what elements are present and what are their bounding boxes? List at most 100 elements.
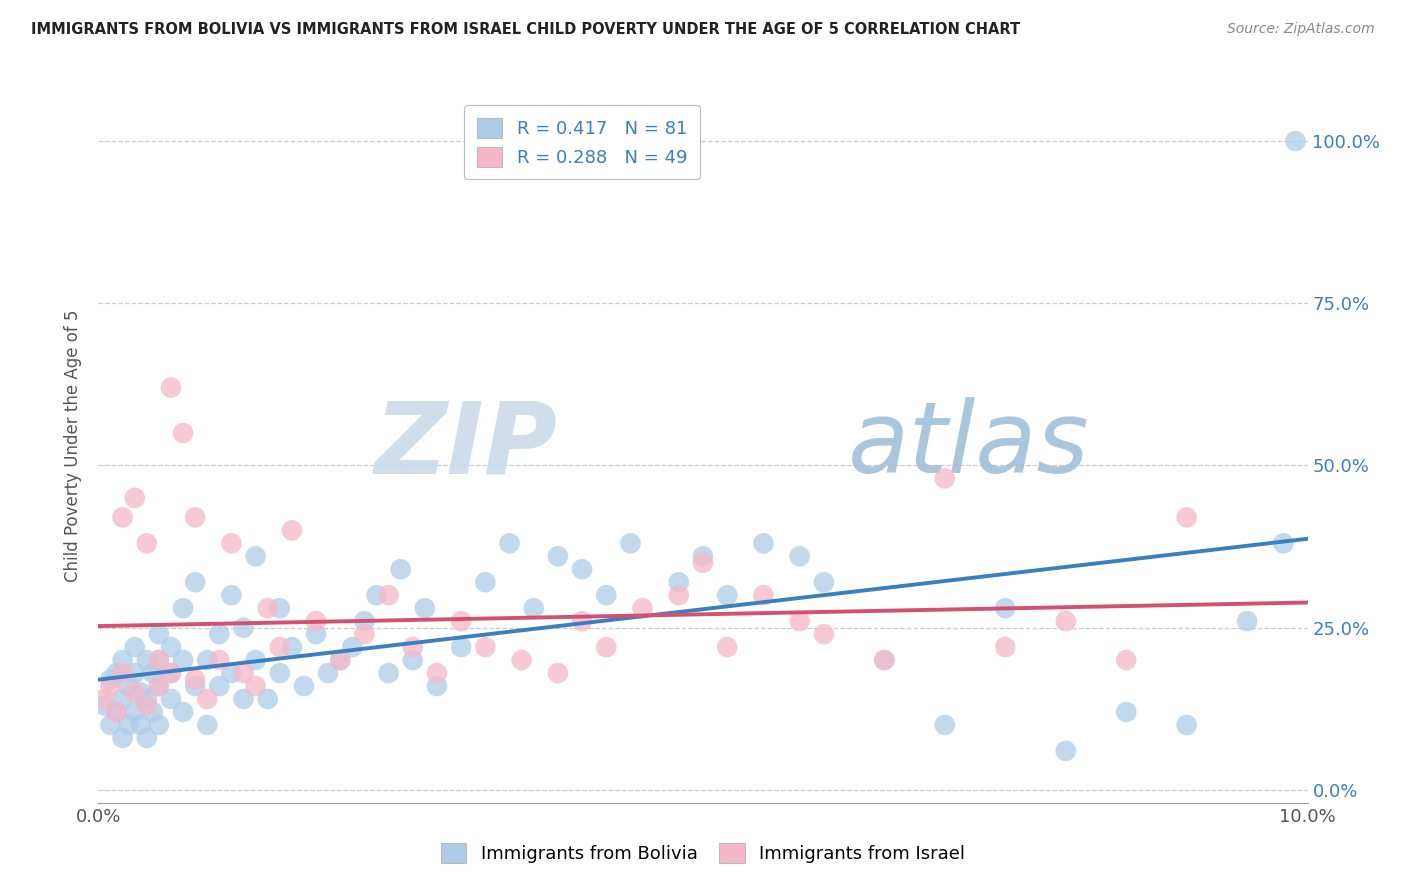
Point — [752, 588, 775, 602]
Point — [160, 666, 183, 681]
Point — [1054, 614, 1077, 628]
Point — [366, 588, 388, 602]
Point — [716, 588, 738, 602]
Point — [184, 575, 207, 590]
Point — [668, 575, 690, 590]
Text: Source: ZipAtlas.com: Source: ZipAtlas.com — [1227, 22, 1375, 37]
Point — [221, 536, 243, 550]
Point — [105, 705, 128, 719]
Point — [232, 621, 254, 635]
Point — [105, 705, 128, 719]
Point — [256, 601, 278, 615]
Point — [245, 549, 267, 564]
Point — [873, 653, 896, 667]
Point — [789, 549, 811, 564]
Point — [1284, 134, 1306, 148]
Point — [232, 666, 254, 681]
Point — [124, 640, 146, 654]
Point — [402, 653, 425, 667]
Point — [1236, 614, 1258, 628]
Point — [160, 640, 183, 654]
Point — [377, 588, 399, 602]
Point — [1115, 705, 1137, 719]
Point — [692, 556, 714, 570]
Point — [813, 627, 835, 641]
Point — [426, 679, 449, 693]
Point — [547, 549, 569, 564]
Point — [100, 679, 122, 693]
Point — [619, 536, 641, 550]
Point — [111, 510, 134, 524]
Point — [208, 653, 231, 667]
Point — [124, 685, 146, 699]
Point — [93, 698, 115, 713]
Point — [129, 685, 152, 699]
Point — [342, 640, 364, 654]
Point — [160, 692, 183, 706]
Point — [510, 653, 533, 667]
Point — [245, 679, 267, 693]
Point — [752, 536, 775, 550]
Point — [474, 575, 496, 590]
Point — [668, 588, 690, 602]
Point — [100, 673, 122, 687]
Point — [305, 614, 328, 628]
Point — [142, 666, 165, 681]
Point — [172, 653, 194, 667]
Point — [1272, 536, 1295, 550]
Point — [256, 692, 278, 706]
Point — [135, 692, 157, 706]
Text: atlas: atlas — [848, 398, 1090, 494]
Point — [135, 731, 157, 745]
Point — [269, 601, 291, 615]
Point — [595, 588, 617, 602]
Point — [571, 614, 593, 628]
Point — [547, 666, 569, 681]
Point — [221, 666, 243, 681]
Point — [129, 718, 152, 732]
Point — [934, 471, 956, 485]
Point — [631, 601, 654, 615]
Point — [111, 653, 134, 667]
Point — [353, 627, 375, 641]
Point — [716, 640, 738, 654]
Point — [148, 718, 170, 732]
Point — [571, 562, 593, 576]
Point — [160, 381, 183, 395]
Point — [111, 692, 134, 706]
Point — [245, 653, 267, 667]
Point — [305, 627, 328, 641]
Point — [100, 718, 122, 732]
Point — [389, 562, 412, 576]
Point — [402, 640, 425, 654]
Point — [135, 653, 157, 667]
Point — [873, 653, 896, 667]
Point — [118, 679, 141, 693]
Point — [111, 731, 134, 745]
Point — [195, 718, 218, 732]
Point — [195, 692, 218, 706]
Point — [450, 640, 472, 654]
Point — [135, 536, 157, 550]
Point — [93, 692, 115, 706]
Point — [208, 679, 231, 693]
Point — [148, 653, 170, 667]
Point — [269, 666, 291, 681]
Point — [316, 666, 339, 681]
Point — [292, 679, 315, 693]
Point — [124, 666, 146, 681]
Point — [184, 673, 207, 687]
Point — [692, 549, 714, 564]
Text: IMMIGRANTS FROM BOLIVIA VS IMMIGRANTS FROM ISRAEL CHILD POVERTY UNDER THE AGE OF: IMMIGRANTS FROM BOLIVIA VS IMMIGRANTS FR… — [31, 22, 1021, 37]
Point — [498, 536, 520, 550]
Point — [789, 614, 811, 628]
Point — [160, 666, 183, 681]
Point — [148, 627, 170, 641]
Point — [135, 698, 157, 713]
Point — [172, 425, 194, 440]
Point — [813, 575, 835, 590]
Point — [184, 679, 207, 693]
Point — [994, 601, 1017, 615]
Point — [377, 666, 399, 681]
Legend: R = 0.417   N = 81, R = 0.288   N = 49: R = 0.417 N = 81, R = 0.288 N = 49 — [464, 105, 700, 179]
